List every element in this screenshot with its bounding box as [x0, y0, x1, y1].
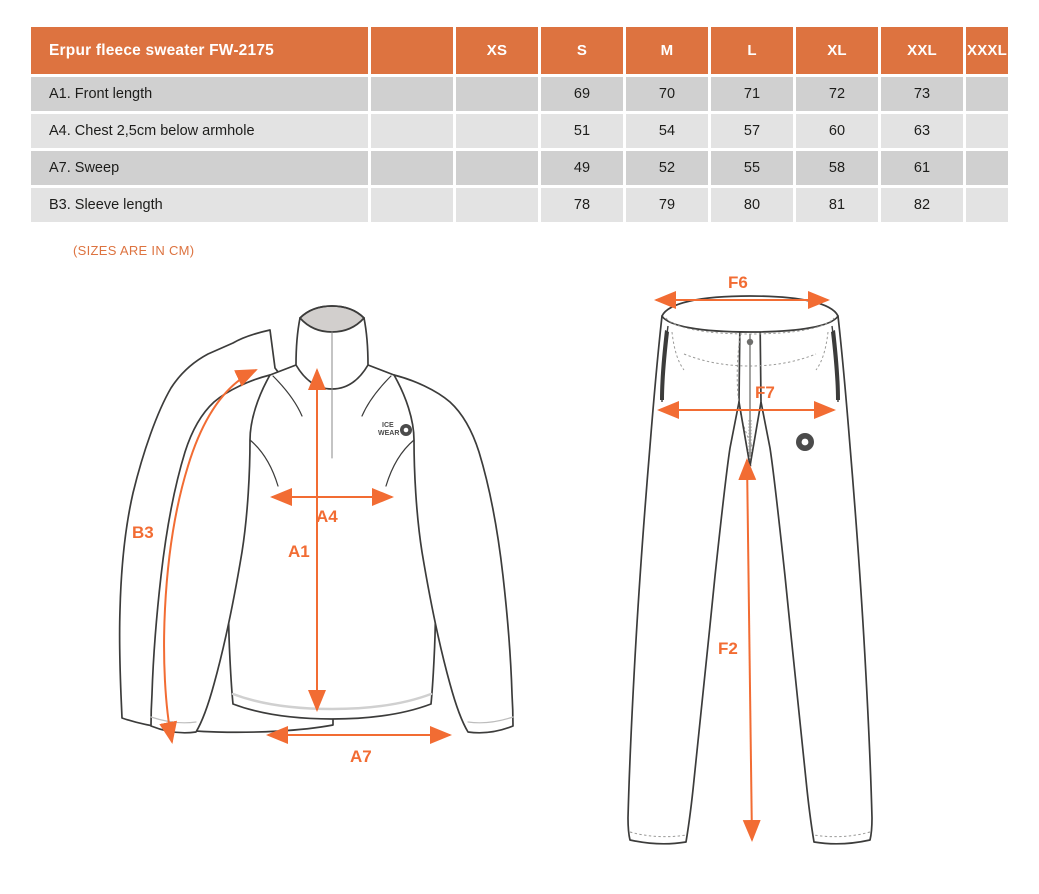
table-row: B3. Sleeve length 78 79 80 81 82 [31, 188, 1008, 222]
size-chart-table: Erpur fleece sweater FW-2175 XS S M L XL… [28, 24, 1011, 225]
column-header-l: L [711, 27, 793, 74]
column-header-xs: XS [456, 27, 538, 74]
column-header-xl: XL [796, 27, 878, 74]
measure-a7: A7 [266, 726, 452, 766]
table-row: A4. Chest 2,5cm below armhole 51 54 57 6… [31, 114, 1008, 148]
logo-text-wear: WEAR [378, 430, 399, 437]
cell-value: 71 [711, 77, 793, 111]
snowflake-icon [796, 433, 814, 451]
measure-b3: B3 [132, 369, 258, 744]
snowflake-icon [400, 424, 412, 436]
measure-label-f6: F6 [728, 273, 748, 292]
cell-value: 79 [626, 188, 708, 222]
cell-value: 82 [881, 188, 963, 222]
cell-value [456, 151, 538, 185]
measure-label-b3: B3 [132, 523, 154, 542]
cell-value: 49 [541, 151, 623, 185]
row-label: A7. Sweep [31, 151, 368, 185]
cell-value: 57 [711, 114, 793, 148]
table-row: A1. Front length 69 70 71 72 73 [31, 77, 1008, 111]
cell-value: 58 [796, 151, 878, 185]
table-header-row: Erpur fleece sweater FW-2175 XS S M L XL… [31, 27, 1008, 74]
column-header-blank [371, 27, 453, 74]
cell-value [966, 114, 1008, 148]
cell-value [371, 151, 453, 185]
pants-diagram: F6 F7 F2 [627, 273, 873, 845]
product-title: Erpur fleece sweater FW-2175 [31, 27, 368, 74]
cell-value [456, 114, 538, 148]
measure-label-f7: F7 [755, 383, 775, 402]
column-header-s: S [541, 27, 623, 74]
cell-value: 72 [796, 77, 878, 111]
pants-outline [627, 295, 873, 845]
logo-text-ice: ICE [382, 422, 394, 429]
cell-value: 51 [541, 114, 623, 148]
row-label: B3. Sleeve length [31, 188, 368, 222]
measure-label-a4: A4 [316, 507, 338, 526]
measure-label-a7: A7 [350, 747, 372, 766]
table-row: A7. Sweep 49 52 55 58 61 [31, 151, 1008, 185]
measure-f2: F2 [718, 458, 761, 842]
cell-value [966, 77, 1008, 111]
cell-value [966, 151, 1008, 185]
column-header-m: M [626, 27, 708, 74]
cell-value: 69 [541, 77, 623, 111]
cell-value: 80 [711, 188, 793, 222]
cell-value [456, 188, 538, 222]
measurement-illustrations: ICE WEAR A4 A1 A7 B3 [0, 270, 1039, 894]
cell-value: 73 [881, 77, 963, 111]
brand-logo: ICE WEAR [378, 422, 412, 437]
cell-value: 54 [626, 114, 708, 148]
measure-f7: F7 [657, 383, 836, 419]
cell-value [371, 188, 453, 222]
cell-value: 63 [881, 114, 963, 148]
cell-value [966, 188, 1008, 222]
cell-value [456, 77, 538, 111]
cell-value: 52 [626, 151, 708, 185]
sweater-diagram: ICE WEAR A4 A1 A7 B3 [118, 305, 514, 766]
measure-label-a1: A1 [288, 542, 310, 561]
cell-value: 81 [796, 188, 878, 222]
cell-value: 70 [626, 77, 708, 111]
sizes-unit-note: (SIZES ARE IN CM) [73, 243, 195, 258]
row-label: A4. Chest 2,5cm below armhole [31, 114, 368, 148]
cell-value [371, 77, 453, 111]
pants-pocket-fill [660, 330, 840, 400]
measure-f6: F6 [654, 273, 830, 309]
row-label: A1. Front length [31, 77, 368, 111]
cell-value: 55 [711, 151, 793, 185]
cell-value: 61 [881, 151, 963, 185]
column-header-xxl: XXL [881, 27, 963, 74]
measure-a1: A1 [288, 368, 326, 712]
cell-value [371, 114, 453, 148]
cell-value: 60 [796, 114, 878, 148]
measure-label-f2: F2 [718, 639, 738, 658]
column-header-xxxl: XXXL [966, 27, 1008, 74]
cell-value: 78 [541, 188, 623, 222]
